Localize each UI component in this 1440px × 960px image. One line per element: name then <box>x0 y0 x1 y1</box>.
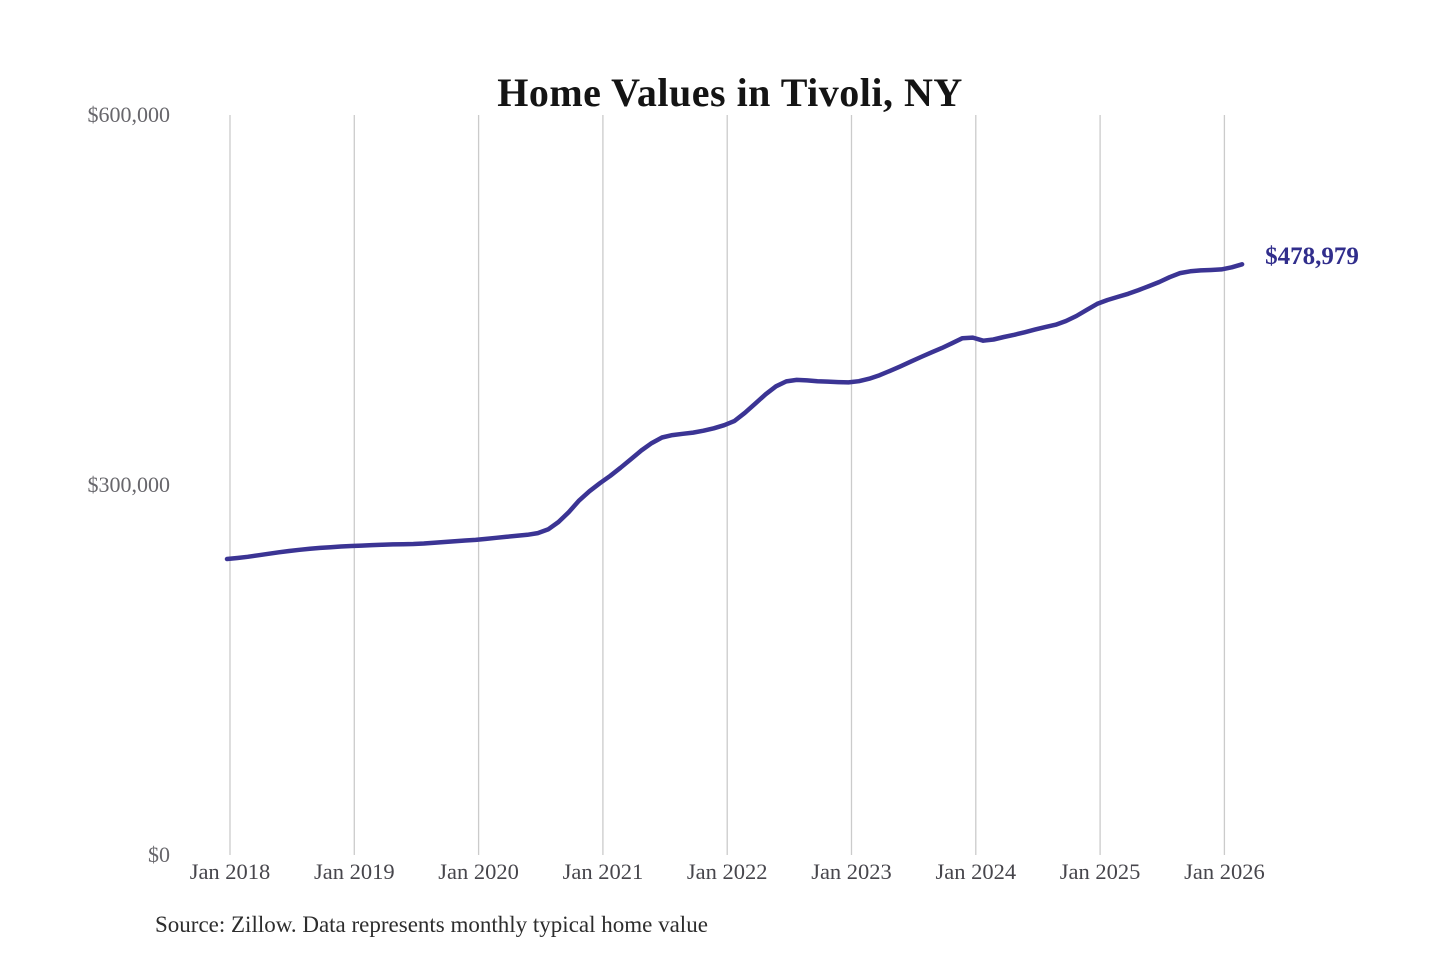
x-tick-label: Jan 2023 <box>811 859 892 884</box>
x-tick-label: Jan 2018 <box>189 859 271 884</box>
x-tick-label: Jan 2019 <box>313 859 395 884</box>
chart-title: Home Values in Tivoli, NY <box>497 69 963 115</box>
x-tick-label: Jan 2026 <box>1184 859 1265 884</box>
y-tick-label: $600,000 <box>87 102 171 127</box>
source-note: Source: Zillow. Data represents monthly … <box>155 912 708 937</box>
home-value-line <box>224 262 1245 562</box>
x-tick-label: Jan 2025 <box>1059 859 1141 884</box>
x-tick-label: Jan 2021 <box>562 859 644 884</box>
x-tick-label: Jan 2020 <box>438 859 519 884</box>
vertical-gridlines <box>229 115 1226 855</box>
y-tick-label: $300,000 <box>87 472 171 497</box>
latest-value-annotation: $478,979 <box>1265 243 1359 271</box>
x-tick-label: Jan 2024 <box>935 859 1017 884</box>
x-tick-label: Jan 2022 <box>686 859 768 884</box>
y-tick-label: $0 <box>148 842 170 867</box>
